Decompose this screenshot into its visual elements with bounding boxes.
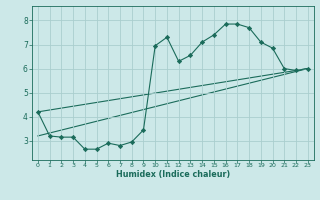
X-axis label: Humidex (Indice chaleur): Humidex (Indice chaleur) bbox=[116, 170, 230, 179]
